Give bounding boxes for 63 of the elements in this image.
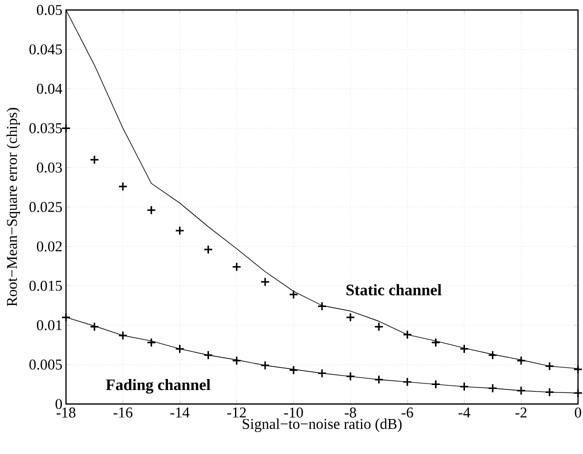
point xyxy=(232,262,242,272)
point xyxy=(146,338,156,348)
y-tick-label: 0.005 xyxy=(29,360,62,370)
x-tick-label: -18 xyxy=(56,408,76,418)
point xyxy=(431,338,441,348)
x-tick-label: -10 xyxy=(284,408,303,418)
point xyxy=(544,387,554,397)
y-tick-label: 0 xyxy=(56,398,62,410)
point xyxy=(118,330,128,340)
y-tick-label: 0.05 xyxy=(36,4,62,16)
point xyxy=(260,277,270,287)
x-tick-label: -6 xyxy=(402,408,414,418)
point xyxy=(573,388,583,398)
y-tick-label: 0.04 xyxy=(36,84,62,94)
point xyxy=(374,374,384,384)
point xyxy=(346,312,356,322)
point xyxy=(317,302,327,312)
y-tick-label: 0.01 xyxy=(36,320,62,330)
point xyxy=(232,356,242,366)
x-tick-label: -4 xyxy=(458,408,470,418)
point xyxy=(288,290,298,300)
point xyxy=(118,182,128,192)
point xyxy=(175,226,185,236)
point xyxy=(146,205,156,215)
y-tick-label: 0.035 xyxy=(29,123,62,134)
point xyxy=(260,360,270,370)
annotation: Fading channel xyxy=(106,378,210,394)
y-tick-label: 0.025 xyxy=(29,202,62,212)
point xyxy=(346,372,356,382)
y-tick-label: 0.02 xyxy=(36,241,62,252)
point xyxy=(317,368,327,378)
point xyxy=(431,380,441,390)
annotation: Static channel xyxy=(346,284,442,296)
point xyxy=(203,244,213,254)
point xyxy=(288,365,298,375)
y-tick-label: 0.015 xyxy=(29,280,62,291)
point xyxy=(459,344,469,354)
x-tick-label: -12 xyxy=(227,408,246,418)
point xyxy=(402,330,412,340)
point xyxy=(573,364,583,374)
point xyxy=(61,312,71,322)
point xyxy=(488,384,498,393)
point xyxy=(90,322,100,332)
point xyxy=(61,123,71,133)
x-tick-label: 0 xyxy=(574,408,582,418)
point xyxy=(488,350,498,360)
point xyxy=(374,322,384,332)
point xyxy=(459,382,469,392)
x-tick-label: -8 xyxy=(344,408,356,418)
point xyxy=(402,377,412,387)
x-tick-label: -2 xyxy=(515,408,527,418)
x-tick-label: -16 xyxy=(113,408,132,418)
y-tick-label: 0.045 xyxy=(29,44,62,54)
x-tick-label: -14 xyxy=(170,408,190,418)
x-axis-title: Signal−to−noise ratio (dB) xyxy=(242,418,402,432)
y-axis-title: Root−Mean−Square error (chips) xyxy=(6,108,20,306)
point xyxy=(516,356,526,366)
y-tick-label: 0.03 xyxy=(36,162,62,173)
point xyxy=(544,361,554,371)
point xyxy=(516,386,526,396)
point xyxy=(203,350,213,360)
point xyxy=(90,154,100,164)
point xyxy=(175,344,185,354)
